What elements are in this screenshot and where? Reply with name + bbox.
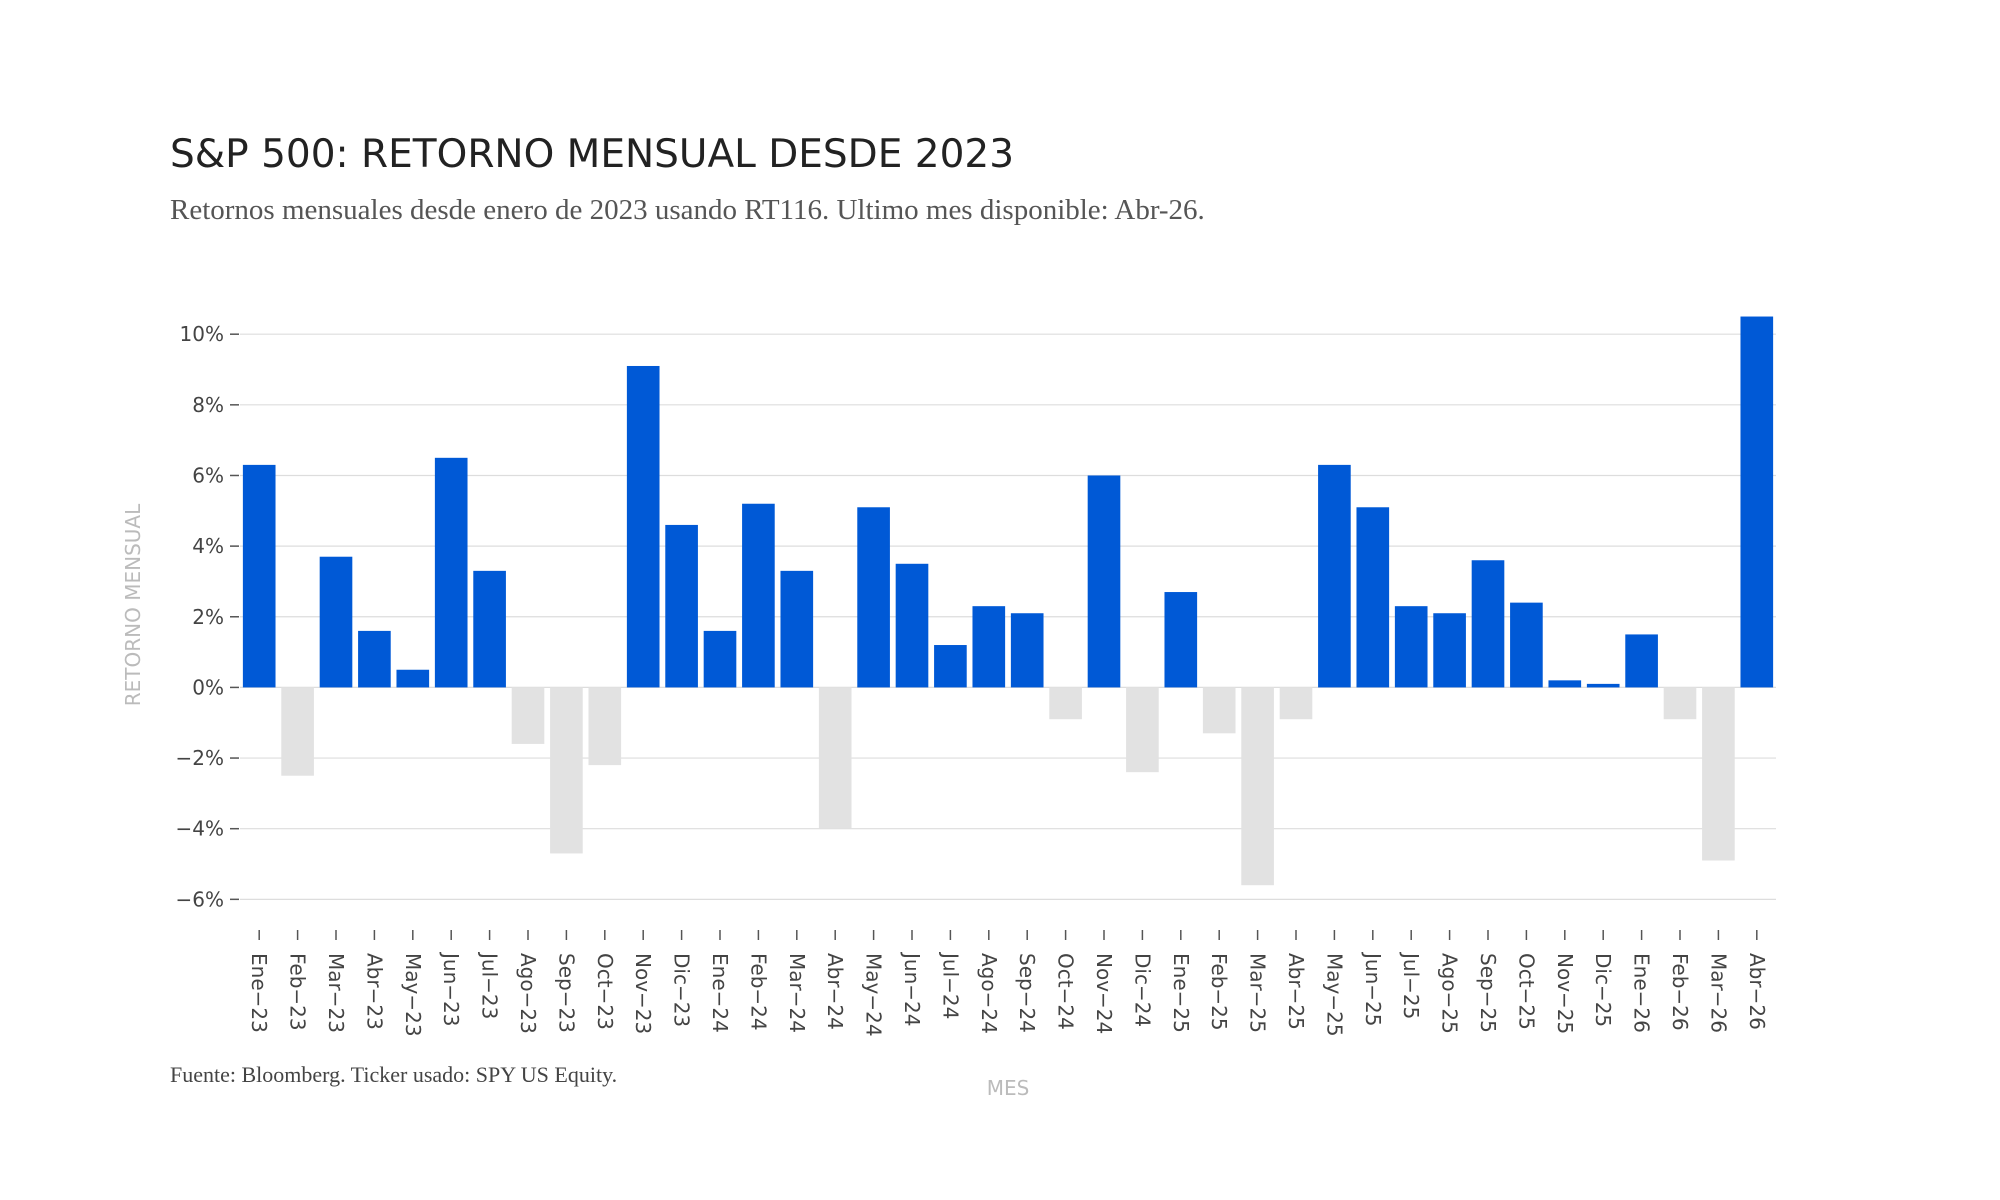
source-note: Fuente: Bloomberg. Ticker usado: SPY US … xyxy=(170,1062,617,1087)
x-tick-label: Nov−23 xyxy=(631,953,655,1034)
bar xyxy=(1202,687,1236,734)
x-tick-label: Feb−25 xyxy=(1207,953,1231,1031)
x-tick-label: Mar−25 xyxy=(1246,953,1270,1033)
y-tick-label: 2% xyxy=(192,605,224,629)
bar xyxy=(1087,475,1121,688)
x-tick-label: Sep−25 xyxy=(1476,953,1500,1033)
y-tick-label: 0% xyxy=(192,675,224,699)
bar xyxy=(1433,613,1466,688)
y-axis: 10% 8% 6% 4% 2% 0% −2% −4% −6% xyxy=(176,322,239,911)
x-tick-label: Sep−23 xyxy=(554,953,578,1033)
x-tick-label: Mar−26 xyxy=(1706,953,1730,1033)
bar xyxy=(1702,687,1735,861)
x-tick-label: Nov−25 xyxy=(1553,953,1577,1034)
bar xyxy=(1318,464,1351,688)
x-axis: Ene−23 Feb−23 Mar−23 Abr−23 May−23 Jun−23 Jul−… xyxy=(247,930,1769,1037)
bar xyxy=(1548,680,1582,688)
bar xyxy=(1356,507,1390,688)
bar xyxy=(396,669,430,688)
x-tick-label: Ago−24 xyxy=(977,953,1001,1034)
bar xyxy=(1471,560,1505,688)
y-tick-label: −4% xyxy=(176,817,225,841)
bar xyxy=(626,365,660,688)
y-tick-label: 6% xyxy=(192,463,224,487)
bar xyxy=(242,464,276,688)
x-tick-label: May−24 xyxy=(862,953,886,1037)
x-tick-label: Jul−24 xyxy=(938,951,962,1019)
x-tick-label: Nov−24 xyxy=(1092,953,1116,1034)
bar xyxy=(1126,687,1159,773)
bar xyxy=(1586,683,1620,688)
bar xyxy=(742,503,775,688)
x-tick-label: Abr−23 xyxy=(362,953,386,1030)
x-tick-label: Ago−25 xyxy=(1438,953,1462,1034)
x-tick-label: Jun−24 xyxy=(900,951,924,1026)
x-tick-label: Abr−24 xyxy=(823,953,847,1030)
x-tick-label: Oct−24 xyxy=(1054,953,1078,1030)
x-tick-label: Mar−24 xyxy=(785,953,809,1033)
bar xyxy=(857,507,890,688)
x-tick-label: Feb−24 xyxy=(746,953,770,1031)
x-tick-label: Abr−25 xyxy=(1284,953,1308,1030)
y-axis-title: RETORNO MENSUAL xyxy=(121,503,145,706)
y-tick-label: −6% xyxy=(176,887,225,911)
y-tick-label: −2% xyxy=(176,746,225,770)
bar xyxy=(281,687,314,776)
x-tick-label: Ene−23 xyxy=(247,953,271,1033)
bar xyxy=(780,570,814,688)
bar xyxy=(588,687,622,766)
x-tick-label: Mar−23 xyxy=(324,953,348,1033)
x-tick-label: Oct−25 xyxy=(1514,953,1538,1030)
x-tick-label: Feb−26 xyxy=(1668,953,1692,1031)
y-tick-label: 4% xyxy=(192,534,224,558)
bar xyxy=(665,524,698,688)
bar xyxy=(1049,687,1082,720)
x-tick-label: May−23 xyxy=(401,953,425,1037)
x-tick-label: Oct−23 xyxy=(593,953,617,1030)
bar xyxy=(703,630,737,688)
chart-title: S&P 500: RETORNO MENSUAL DESDE 2023 xyxy=(170,132,1014,177)
bar xyxy=(934,645,967,688)
bar xyxy=(1279,687,1313,720)
x-tick-label: Ago−23 xyxy=(516,953,540,1034)
bar xyxy=(972,606,1006,688)
bar xyxy=(1663,687,1697,720)
x-tick-label: May−25 xyxy=(1322,953,1346,1037)
x-tick-label: Dic−24 xyxy=(1130,953,1154,1027)
x-tick-label: Jul−23 xyxy=(478,951,502,1019)
grid xyxy=(240,333,1776,900)
x-tick-label: Ene−25 xyxy=(1169,953,1193,1033)
x-tick-label: Feb−23 xyxy=(286,953,310,1031)
x-axis-title: MES xyxy=(987,1076,1030,1100)
bar xyxy=(1510,602,1543,688)
bar xyxy=(434,457,468,688)
y-tick-label: 8% xyxy=(192,393,224,417)
bar xyxy=(473,570,506,688)
bar xyxy=(1740,316,1774,688)
bar xyxy=(511,687,545,744)
bar xyxy=(358,630,391,688)
x-tick-label: Ene−26 xyxy=(1630,953,1654,1033)
x-tick-label: Jun−23 xyxy=(439,951,463,1026)
bar xyxy=(1394,606,1428,688)
bars xyxy=(242,316,1774,886)
chart-subtitle: Retornos mensuales desde enero de 2023 u… xyxy=(170,194,1205,226)
bar xyxy=(319,556,353,688)
bar xyxy=(1010,613,1044,688)
bar xyxy=(1625,634,1658,688)
bar xyxy=(1241,687,1274,886)
x-tick-label: Jun−25 xyxy=(1361,951,1385,1026)
x-tick-label: Dic−25 xyxy=(1591,953,1615,1027)
bar xyxy=(818,687,852,829)
bar xyxy=(550,687,583,854)
x-tick-label: Sep−24 xyxy=(1015,953,1039,1033)
bar xyxy=(1164,592,1198,688)
x-tick-label: Dic−23 xyxy=(670,953,694,1027)
y-tick-label: 10% xyxy=(180,322,224,346)
x-tick-label: Ene−24 xyxy=(708,953,732,1033)
bar xyxy=(895,563,929,688)
x-tick-label: Abr−26 xyxy=(1745,953,1769,1030)
x-tick-label: Jul−25 xyxy=(1399,951,1423,1019)
